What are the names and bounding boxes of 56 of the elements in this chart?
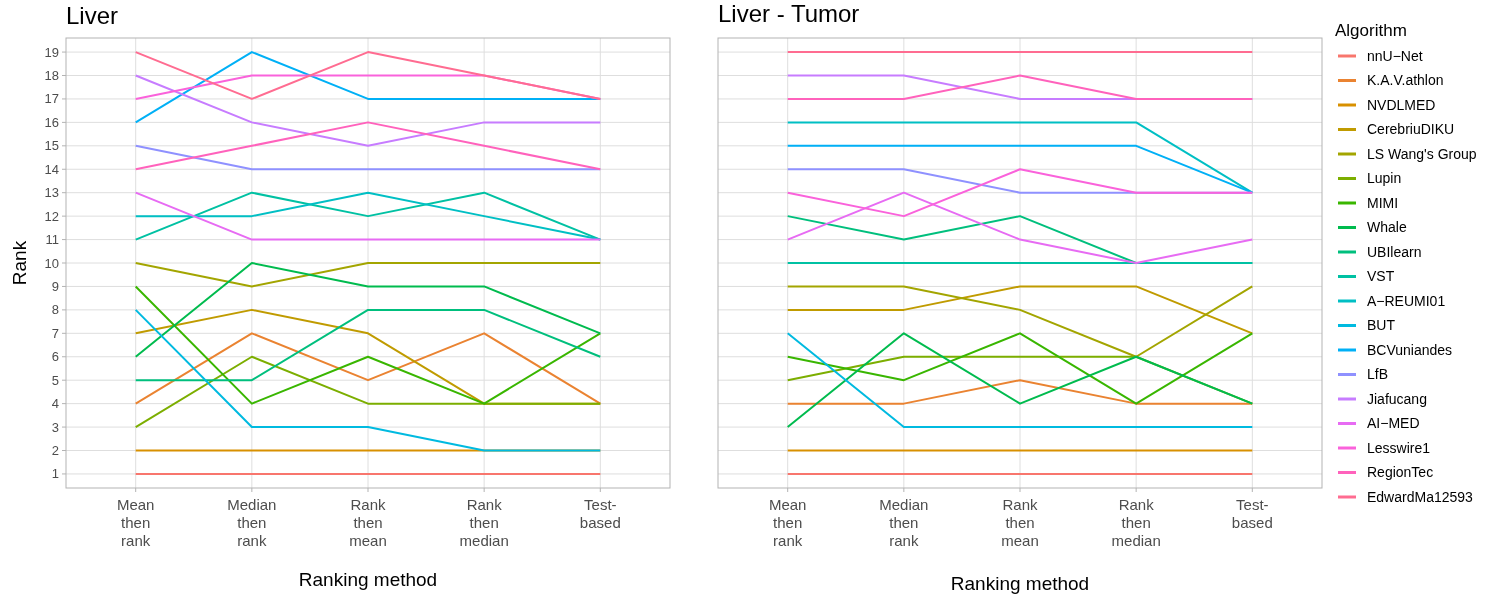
legend-label: RegionTec bbox=[1367, 464, 1434, 481]
y-tick-label: 14 bbox=[44, 161, 59, 177]
y-tick-label: 18 bbox=[44, 68, 59, 84]
x-tick-label: Rank then mean bbox=[349, 496, 387, 549]
legend-label: Jiafucang bbox=[1367, 390, 1427, 407]
y-tick-label: 11 bbox=[45, 232, 59, 248]
x-tick-label: Median then rank bbox=[879, 496, 929, 549]
y-tick-label: 10 bbox=[44, 255, 59, 271]
y-tick-label: 8 bbox=[51, 302, 59, 318]
legend-label: Lupin bbox=[1367, 170, 1402, 187]
y-axis-title: Rank bbox=[9, 240, 30, 286]
y-tick-label: 6 bbox=[51, 349, 59, 365]
y-tick-label: 2 bbox=[51, 443, 59, 459]
chart-title: Liver bbox=[66, 2, 119, 29]
legend-label: UBIlearn bbox=[1367, 243, 1422, 260]
y-tick-label: 12 bbox=[44, 208, 59, 224]
y-tick-label: 4 bbox=[51, 396, 59, 412]
x-tick-label: Mean then rank bbox=[768, 496, 807, 549]
y-tick-label: 7 bbox=[51, 325, 59, 341]
line-series bbox=[134, 285, 602, 405]
legend-label: BCVuniandes bbox=[1367, 341, 1453, 358]
legend-label: MIMI bbox=[1367, 194, 1399, 211]
y-tick-label: 19 bbox=[44, 44, 59, 60]
x-tick-label: Median then rank bbox=[227, 496, 277, 549]
y-tick-label: 9 bbox=[51, 278, 59, 294]
legend-label: CerebriuDIKU bbox=[1367, 121, 1455, 138]
x-tick-label: Rank then mean bbox=[1001, 496, 1039, 549]
legend-label: NVDLMED bbox=[1367, 96, 1436, 113]
legend-label: nnU−Net bbox=[1367, 47, 1423, 64]
y-tick-label: 16 bbox=[44, 114, 59, 130]
x-tick-label: Rank then median bbox=[459, 496, 509, 549]
legend-title: Algorithm bbox=[1335, 21, 1407, 40]
chart-title: Liver - Tumor bbox=[718, 0, 860, 27]
y-tick-label: 3 bbox=[51, 419, 59, 435]
y-tick-label: 17 bbox=[44, 91, 59, 107]
x-tick-label: Test- based bbox=[579, 496, 621, 531]
legend-label: BUT bbox=[1367, 317, 1396, 334]
line-series bbox=[134, 262, 602, 358]
x-axis-title: Ranking method bbox=[298, 569, 438, 590]
x-tick-label: Test- based bbox=[1231, 496, 1273, 531]
x-axis-title: Ranking method bbox=[950, 573, 1090, 594]
x-tick-label: Mean then rank bbox=[116, 496, 155, 549]
legend-label: Whale bbox=[1367, 219, 1407, 236]
legend-label: AI−MED bbox=[1367, 415, 1420, 432]
legend-label: K.A.V.athlon bbox=[1367, 72, 1444, 89]
y-tick-label: 1 bbox=[51, 466, 59, 482]
legend-label: Lesswire1 bbox=[1367, 439, 1431, 456]
y-tick-label: 15 bbox=[44, 138, 59, 154]
legend-label: A−REUMI01 bbox=[1367, 292, 1446, 309]
legend-label: VST bbox=[1367, 268, 1395, 285]
x-tick-label: Rank then median bbox=[1111, 496, 1161, 549]
legend-label: EdwardMa12593 bbox=[1367, 488, 1474, 505]
legend-label: LS Wang's Group bbox=[1367, 145, 1477, 162]
legend-label: LfB bbox=[1367, 366, 1389, 383]
y-tick-label: 5 bbox=[51, 372, 59, 388]
y-tick-label: 13 bbox=[44, 185, 59, 201]
